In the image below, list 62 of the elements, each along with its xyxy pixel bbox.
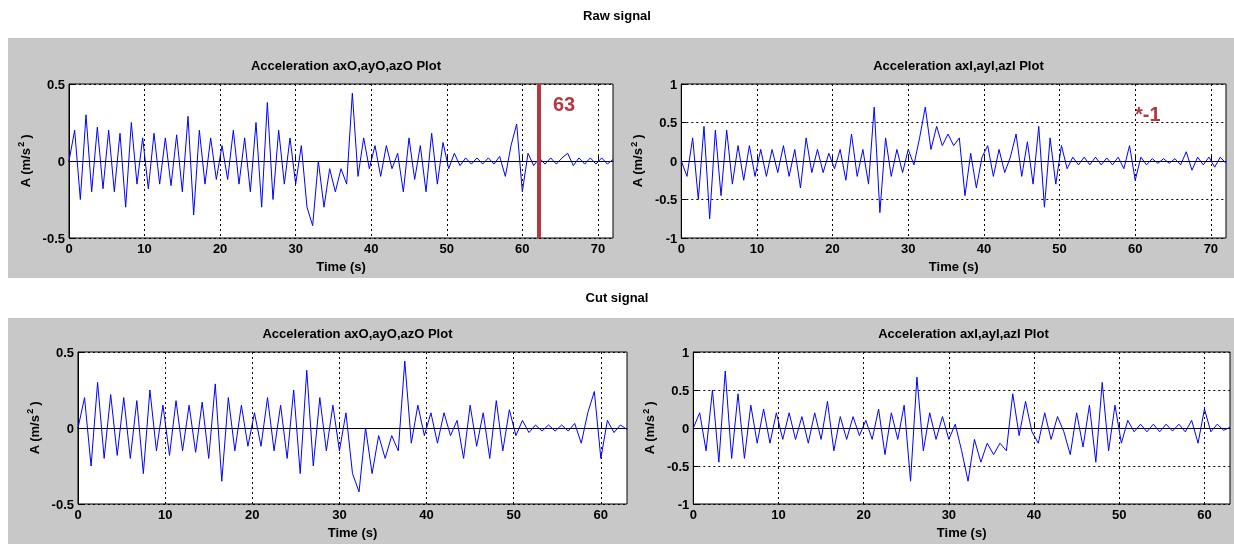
chart-title: Acceleration axI,ayI,azI Plot (873, 58, 1045, 73)
y-tick-label: 0 (66, 420, 74, 436)
y-tick-label: 0 (670, 153, 678, 169)
x-tick-label: 10 (771, 507, 786, 522)
x-axis-title: Time (s) (936, 525, 987, 540)
line-series (680, 106, 1227, 220)
y-tick-label: 0 (57, 153, 65, 169)
y-axis-title: A (m/s2) (640, 401, 657, 455)
x-tick-label: 30 (901, 241, 916, 256)
y-tick-label: 0.5 (671, 382, 690, 398)
x-tick-label: 40 (419, 507, 434, 522)
line-series (77, 360, 628, 493)
x-tick-label: 20 (245, 507, 260, 522)
x-tick-label: 70 (1203, 241, 1219, 256)
chart-title: Acceleration axO,ayO,azO Plot (250, 58, 442, 73)
text: Raw signal (582, 7, 652, 25)
x-tick-label: 20 (825, 241, 840, 256)
x-tick-label: 30 (288, 241, 303, 256)
x-axis-title: Time (s) (327, 525, 378, 540)
x-tick-label: 40 (976, 241, 992, 256)
text: Cut signal (584, 289, 650, 307)
y-tick-label: 0 (682, 420, 690, 436)
chart-title: Acceleration axI,ayI,azI Plot (878, 326, 1050, 341)
y-tick-label: -1 (665, 230, 678, 246)
x-tick-label: 20 (212, 241, 228, 256)
y-tick-label: -0.5 (666, 458, 690, 474)
x-tick-label: 60 (1127, 241, 1143, 256)
y-tick-label: -0.5 (654, 192, 678, 207)
x-tick-label: 50 (1052, 241, 1067, 256)
y-tick-label: -1 (677, 496, 690, 512)
y-axis-title: A (m/s2) (16, 134, 33, 188)
x-axis-title: Time (s) (316, 259, 366, 274)
y-tick-label: 1 (670, 76, 678, 92)
annotation: 63 (552, 93, 576, 115)
x-tick-label: 40 (1026, 507, 1042, 522)
x-tick-label: 10 (157, 507, 173, 522)
x-tick-label: 50 (439, 241, 455, 256)
y-tick-label: 0.5 (46, 76, 65, 92)
y-tick-label: 0.5 (659, 115, 678, 130)
x-tick-label: 20 (856, 507, 871, 522)
line-series (692, 370, 1231, 482)
x-tick-label: 10 (137, 241, 152, 256)
y-tick-label: 1 (682, 344, 690, 360)
x-tick-label: 50 (506, 507, 521, 522)
chart-title: Acceleration axO,ayO,azO Plot (262, 326, 454, 341)
x-tick-label: 60 (593, 507, 609, 522)
x-tick-label: 40 (363, 241, 379, 256)
y-axis-title: A (m/s2) (628, 134, 645, 188)
x-tick-label: 60 (1197, 507, 1212, 522)
annotation: *-1 (1134, 103, 1161, 125)
line-series (68, 92, 614, 227)
y-axis-title: A (m/s2) (25, 401, 42, 455)
x-tick-label: 50 (1112, 507, 1127, 522)
y-tick-label: -0.5 (42, 230, 65, 246)
x-axis-title: Time (s) (928, 259, 979, 274)
x-tick-label: 70 (590, 241, 606, 256)
y-tick-label: -0.5 (51, 496, 74, 512)
y-tick-label: 0.5 (55, 344, 74, 360)
x-tick-label: 30 (941, 507, 957, 522)
x-tick-label: 10 (749, 241, 765, 256)
x-tick-label: 60 (515, 241, 530, 256)
x-tick-label: 30 (332, 507, 347, 522)
